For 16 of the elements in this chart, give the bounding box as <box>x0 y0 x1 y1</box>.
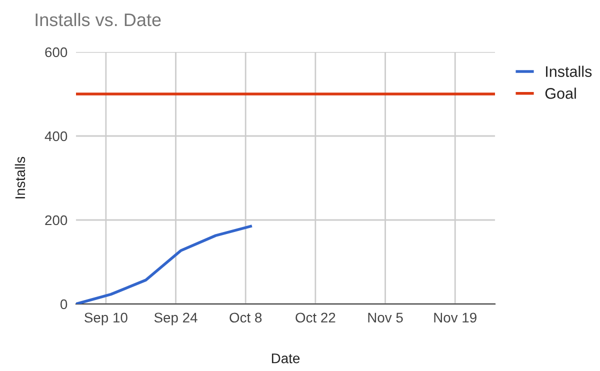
x-axis-title: Date <box>272 354 300 364</box>
y-tick-label: 200 <box>45 215 68 226</box>
x-tick-label: Sep 24 <box>154 312 198 326</box>
x-tick-label: Nov 19 <box>434 312 476 323</box>
chart-title: Installs vs. Date <box>36 12 161 26</box>
y-tick-label: 400 <box>44 131 68 142</box>
y-tick-label: 600 <box>45 47 68 58</box>
x-tick-label: Oct 22 <box>296 312 336 323</box>
legend-label: Goal <box>545 88 576 99</box>
y-tick-label: 0 <box>60 299 68 310</box>
x-tick-label: Oct 8 <box>230 312 262 323</box>
x-tick-label: Nov 5 <box>368 312 403 323</box>
x-tick-label: Sep 10 <box>84 312 128 326</box>
y-axis-title: Installs <box>14 156 26 198</box>
line-series <box>76 224 252 304</box>
legend-label: Installs <box>546 66 592 77</box>
